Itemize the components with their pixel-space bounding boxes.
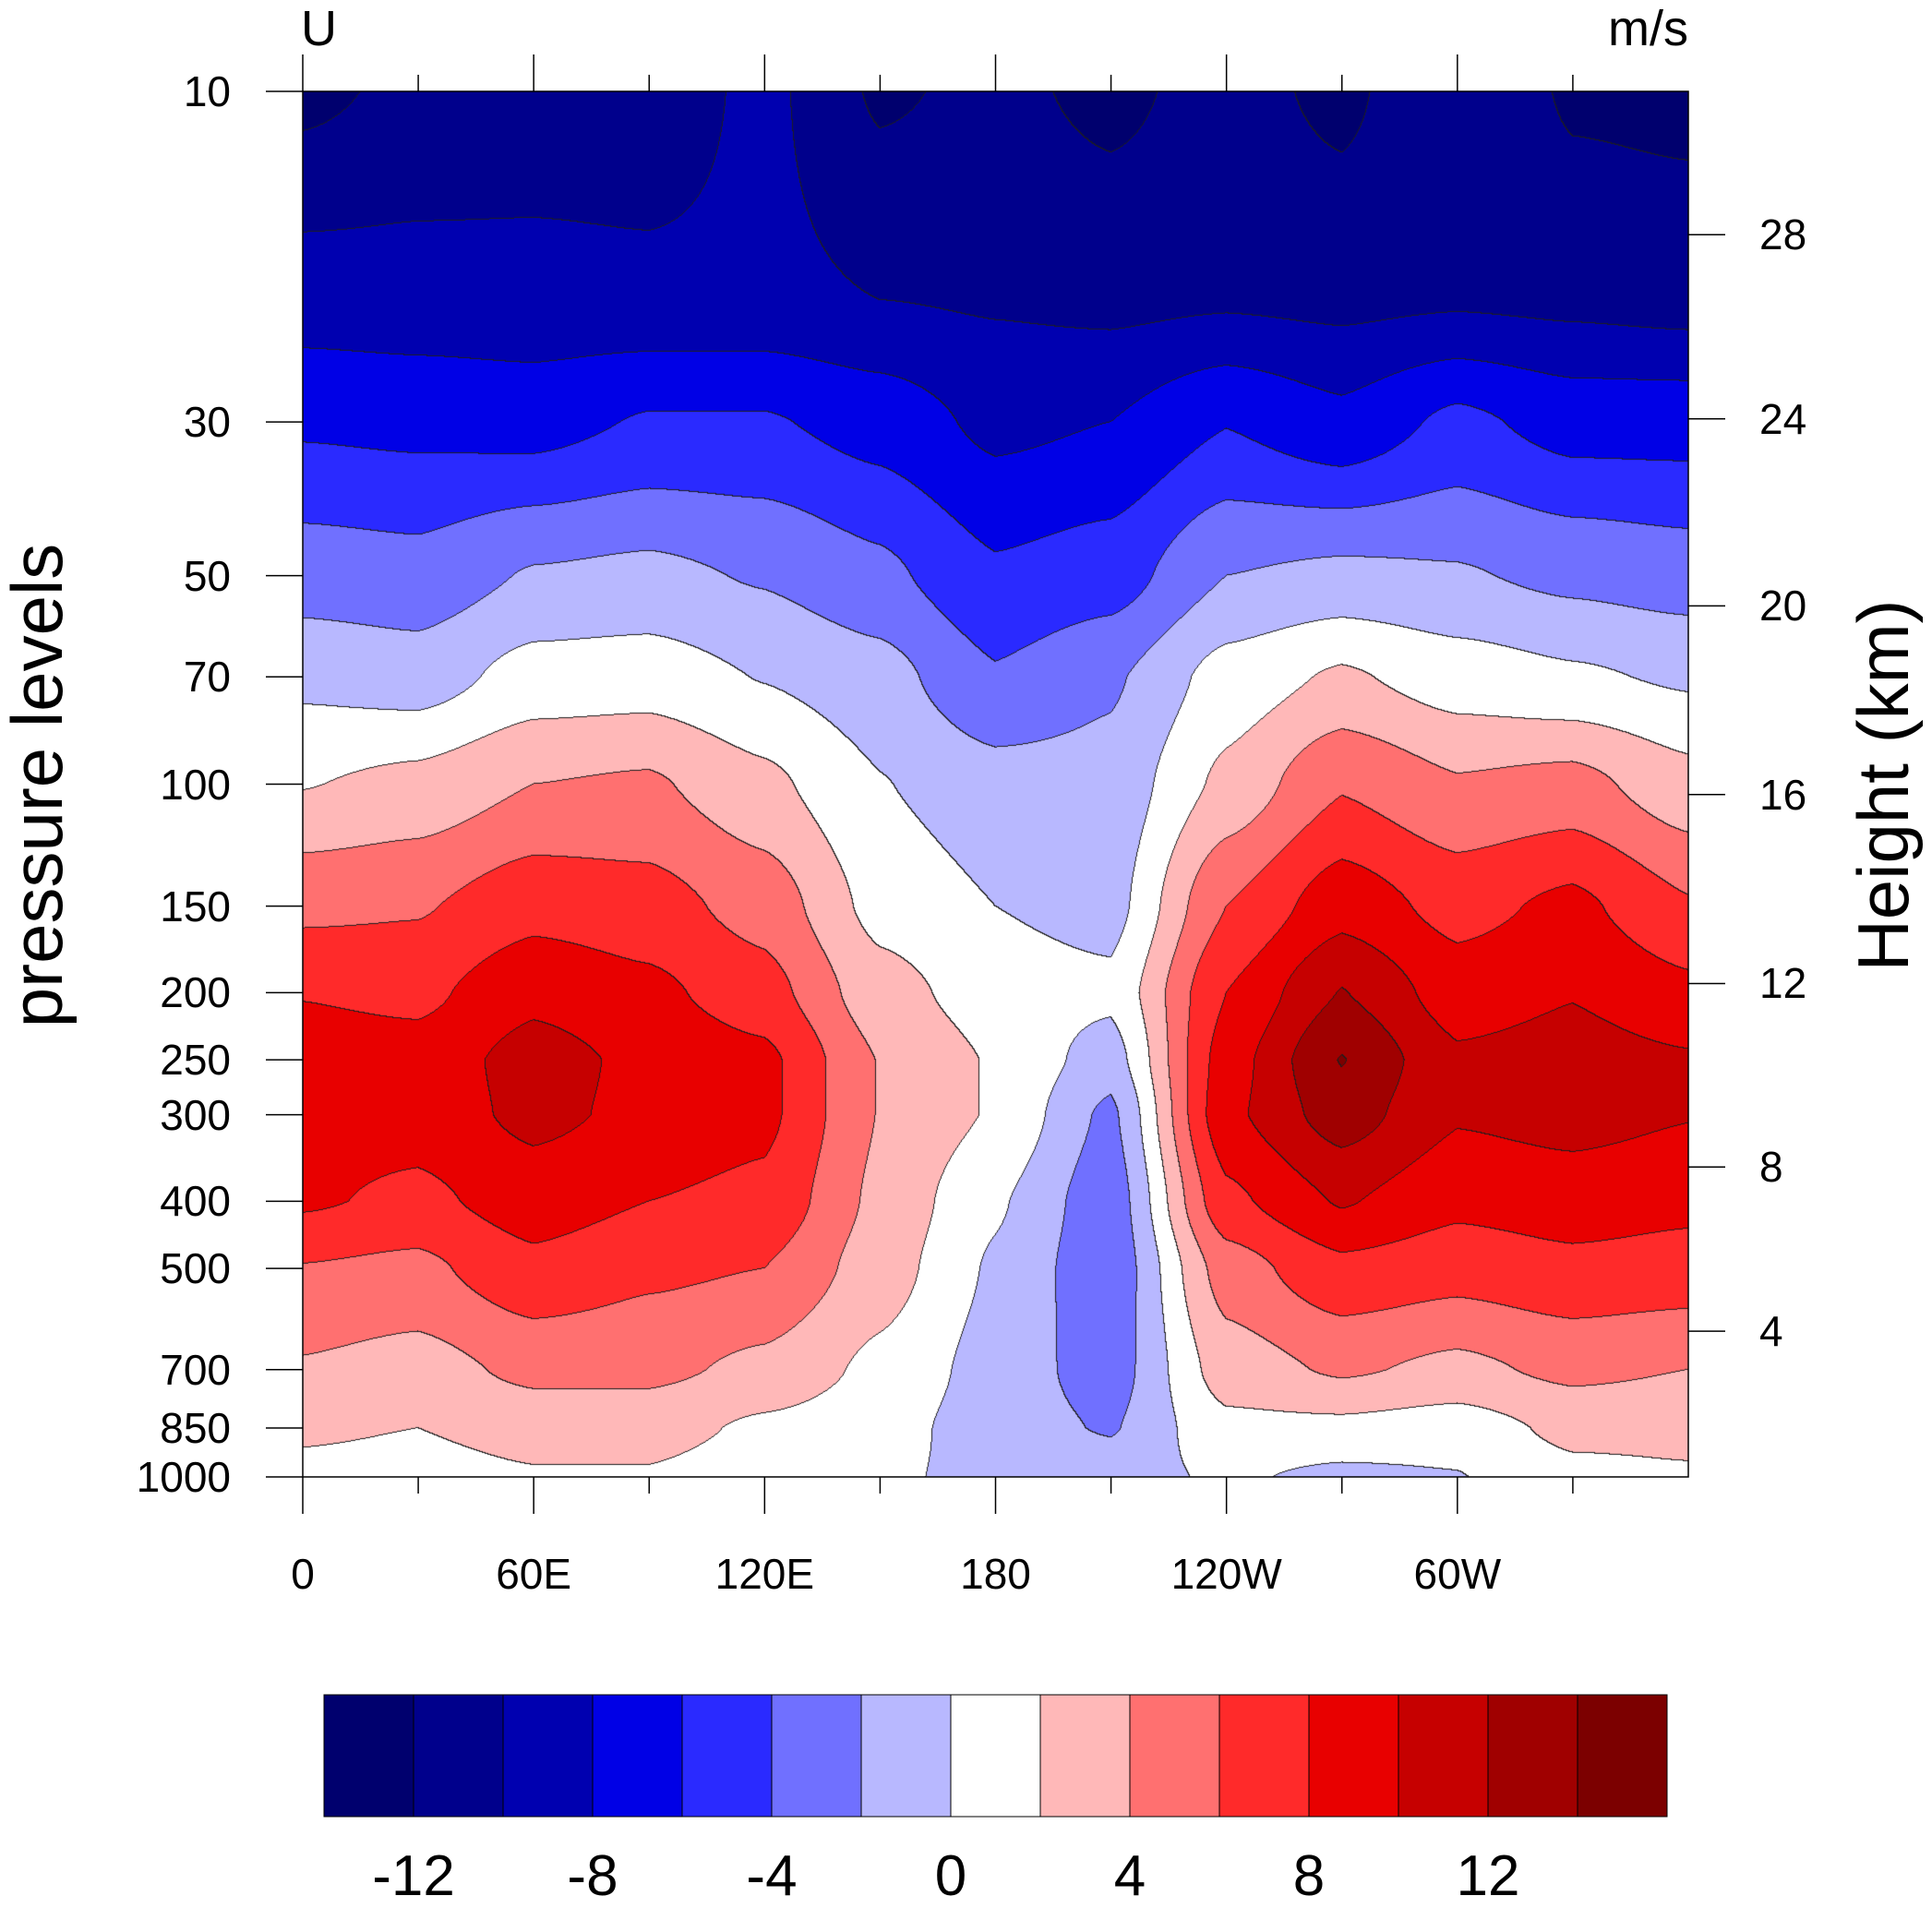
colorbar-box: [1487, 1694, 1578, 1818]
height-tick-label: 24: [1759, 394, 1807, 443]
colorbar-box: [771, 1694, 862, 1818]
x-tick-label: 120E: [714, 1550, 815, 1598]
colorbar-box: [1308, 1694, 1399, 1818]
colorbar-label: 0: [934, 1844, 967, 1908]
y-tick-label: 150: [160, 882, 231, 930]
title-variable: U: [301, 1, 337, 56]
x-tick-label: 60E: [496, 1550, 572, 1598]
colorbar-label: 12: [1456, 1844, 1520, 1908]
colorbar-box: [1129, 1694, 1220, 1818]
y-tick-label: 100: [160, 760, 231, 809]
height-tick-label: 20: [1759, 582, 1807, 630]
y-tick-label: 500: [160, 1244, 231, 1293]
height-tick-label: 4: [1759, 1307, 1783, 1356]
colorbar-box: [1577, 1694, 1668, 1818]
colorbar-box: [950, 1694, 1041, 1818]
height-tick-label: 12: [1759, 959, 1807, 1008]
title-units: m/s: [1608, 1, 1688, 56]
y-axis-right-title: Height (km): [1842, 599, 1924, 972]
y-tick-label: 250: [160, 1036, 231, 1085]
filled-contour-plot: [303, 91, 1688, 1477]
colorbar-label: -12: [372, 1844, 455, 1908]
colorbar-box: [323, 1694, 414, 1818]
x-tick-label: 60W: [1413, 1550, 1502, 1598]
y-tick-label: 200: [160, 968, 231, 1017]
y-tick-label: 30: [183, 398, 231, 447]
y-tick-label: 10: [183, 67, 231, 115]
colorbar-box: [1218, 1694, 1310, 1818]
plot-frame: [302, 90, 1689, 1478]
colorbar-box: [592, 1694, 683, 1818]
colorbar-label: 4: [1113, 1844, 1146, 1908]
colorbar-box: [1039, 1694, 1131, 1818]
height-tick-label: 28: [1759, 210, 1807, 259]
y-tick-label: 700: [160, 1345, 231, 1394]
y-axis-title: pressure levels: [0, 543, 78, 1028]
colorbar-box: [413, 1694, 504, 1818]
x-tick-label: 180: [960, 1550, 1031, 1598]
colorbar-box: [681, 1694, 773, 1818]
height-tick-label: 16: [1759, 770, 1807, 819]
y-tick-label: 850: [160, 1404, 231, 1453]
y-tick-label: 1000: [136, 1453, 231, 1501]
colorbar-label: -8: [567, 1844, 618, 1908]
colorbar-label: 8: [1292, 1844, 1326, 1908]
y-tick-label: 50: [183, 551, 231, 600]
height-tick-label: 8: [1759, 1143, 1783, 1192]
colorbar-box: [1398, 1694, 1489, 1818]
y-tick-label: 300: [160, 1090, 231, 1139]
x-tick-label: 0: [291, 1550, 315, 1598]
colorbar-box: [860, 1694, 952, 1818]
colorbar-box: [502, 1694, 594, 1818]
y-tick-label: 70: [183, 653, 231, 702]
x-tick-label: 120W: [1170, 1550, 1282, 1598]
colorbar-label: -4: [746, 1844, 798, 1908]
y-tick-label: 400: [160, 1177, 231, 1226]
